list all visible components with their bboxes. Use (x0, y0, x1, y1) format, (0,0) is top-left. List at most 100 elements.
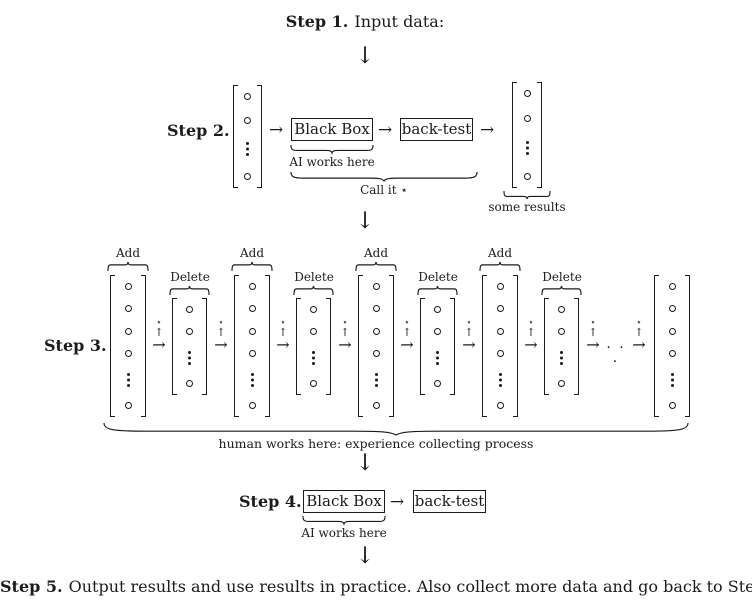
delete-label: Delete (418, 270, 458, 284)
up-arrow-glyph: ↑ (216, 326, 226, 339)
add-vector (110, 275, 146, 417)
overbrace-delete (541, 285, 582, 296)
right-arrow-icon: → (269, 120, 284, 140)
vector-entries (301, 298, 326, 395)
vdots-icon (188, 350, 191, 365)
right-arrow-glyph: → (632, 335, 646, 354)
left-bracket (420, 298, 425, 395)
add-vector (482, 275, 518, 417)
entry-circle-icon (310, 379, 317, 387)
right-bracket (389, 275, 394, 417)
entry-circle-icon (668, 327, 676, 335)
delete-label: Delete (170, 270, 210, 284)
overbrace-delete (417, 285, 458, 296)
entry-circle-icon (434, 306, 441, 313)
entry-circle-icon (186, 306, 193, 313)
entry-circle-icon (124, 327, 132, 335)
entry-circle-icon (310, 328, 317, 336)
vector-entries (487, 275, 513, 417)
left-bracket (482, 275, 487, 417)
step1-text: Input data: (354, 12, 445, 31)
down-arrow-icon: ↓ (355, 450, 375, 476)
star-glyph: ⋆ (466, 318, 472, 328)
vector-entries (115, 275, 141, 417)
step5-text: Output results and use results in practi… (68, 577, 752, 596)
right-bracket (685, 275, 690, 417)
black-box: Black Box (291, 118, 373, 141)
step5-title: Step 5. Output results and use results in… (0, 578, 752, 596)
right-arrow-glyph: → (276, 335, 290, 354)
left-bracket (512, 82, 517, 188)
star-glyph: ⋆ (636, 318, 642, 328)
call-it-star-label: Call it ⋆ (360, 183, 408, 197)
entry-circle-icon (372, 283, 380, 290)
entry-circle-icon (186, 379, 193, 387)
star-glyph: ⋆ (218, 318, 224, 328)
right-arrow-icon: → (480, 120, 495, 140)
overbrace-add (479, 261, 521, 272)
entry-circle-icon (248, 305, 256, 313)
star-glyph: ⋆ (280, 318, 286, 328)
overbrace-add (107, 261, 149, 272)
down-arrow-icon: ↓ (355, 208, 375, 234)
entry-circle-icon (523, 172, 531, 180)
vector-entries (363, 275, 389, 417)
star-arrow-icon: ⋆ ↑ → (336, 318, 354, 354)
right-arrow-glyph: → (338, 335, 352, 354)
vdots-icon (312, 350, 315, 365)
star-arrow-icon: ⋆ ↑ → (460, 318, 478, 354)
right-bracket (141, 275, 146, 417)
input-vector (233, 85, 262, 188)
up-arrow-glyph: ↑ (464, 326, 474, 339)
right-arrow-icon: → (390, 492, 405, 512)
step1-title: Step 1. Input data: (0, 13, 730, 31)
underbrace-some-results (503, 190, 551, 200)
star-glyph: ⋆ (342, 318, 348, 328)
entry-circle-icon (124, 305, 132, 313)
entry-circle-icon (496, 350, 504, 358)
entry-circle-icon (124, 401, 132, 409)
result-vector (512, 82, 542, 188)
final-vector (654, 275, 690, 417)
up-arrow-glyph: ↑ (278, 326, 288, 339)
entry-circle-icon (434, 328, 441, 336)
entry-circle-icon (124, 283, 132, 290)
entry-circle-icon (248, 327, 256, 335)
entry-circle-icon (668, 305, 676, 313)
vector-entries (177, 298, 202, 395)
entry-circle-icon (372, 350, 380, 358)
vector-entries (659, 275, 685, 417)
overbrace-add (355, 261, 397, 272)
right-bracket (202, 298, 207, 395)
right-arrow-glyph: → (400, 335, 414, 354)
entry-circle-icon (496, 305, 504, 313)
overbrace-delete (293, 285, 334, 296)
entry-circle-icon (558, 328, 565, 336)
entry-circle-icon (124, 350, 132, 358)
entry-circle-icon (523, 90, 531, 97)
add-label: Add (115, 246, 141, 260)
up-arrow-glyph: ↑ (154, 326, 164, 339)
some-results-label: some results (488, 200, 566, 214)
up-arrow-glyph: ↑ (402, 326, 412, 339)
star-glyph: ⋆ (590, 318, 596, 328)
step1-label: Step 1. (285, 12, 349, 31)
entry-circle-icon (434, 379, 441, 387)
vdots-icon (374, 372, 378, 387)
add-label: Add (239, 246, 265, 260)
right-bracket (574, 298, 579, 395)
step5-label: Step 5. (0, 577, 63, 596)
vdots-icon (560, 350, 563, 365)
star-arrow-icon: ⋆ ↑ → (398, 319, 416, 354)
underbrace-ai-works (302, 515, 386, 525)
star-arrow-icon: ⋆ ↑ → (630, 318, 648, 354)
entry-circle-icon (372, 305, 380, 313)
entry-circle-icon (186, 328, 193, 336)
right-arrow-glyph: → (462, 335, 476, 354)
vdots-icon (250, 372, 254, 387)
entry-circle-icon (248, 283, 256, 290)
cdots: · · · (606, 340, 626, 370)
right-bracket (326, 298, 331, 395)
vdots-icon (126, 372, 130, 387)
